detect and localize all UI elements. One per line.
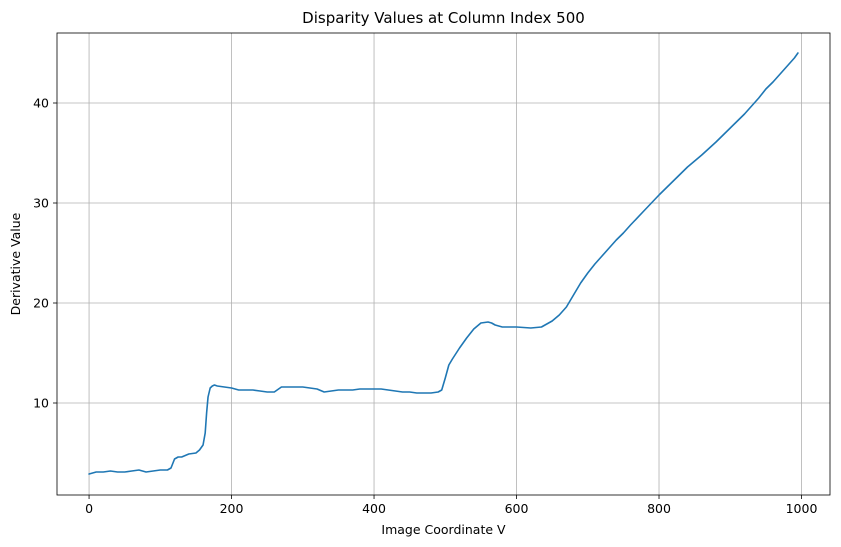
y-axis-label: Derivative Value (8, 212, 23, 315)
x-tick-label: 0 (85, 501, 93, 516)
plot-frame (56, 32, 831, 496)
y-tick-label: 20 (33, 296, 49, 311)
x-tick-label: 600 (505, 501, 529, 516)
x-tick-label: 800 (647, 501, 671, 516)
x-tick-label: 400 (362, 501, 386, 516)
x-tick-label: 200 (220, 501, 244, 516)
chart-title: Disparity Values at Column Index 500 (302, 9, 585, 27)
y-tick-label: 30 (33, 196, 49, 211)
y-tick-label: 10 (33, 396, 49, 411)
y-tick-label: 40 (33, 96, 49, 111)
axis-ticks (53, 102, 802, 499)
x-tick-label: 1000 (786, 501, 818, 516)
x-axis-label: Image Coordinate V (381, 522, 506, 537)
grid-lines (57, 33, 830, 495)
series-line (88, 52, 799, 475)
